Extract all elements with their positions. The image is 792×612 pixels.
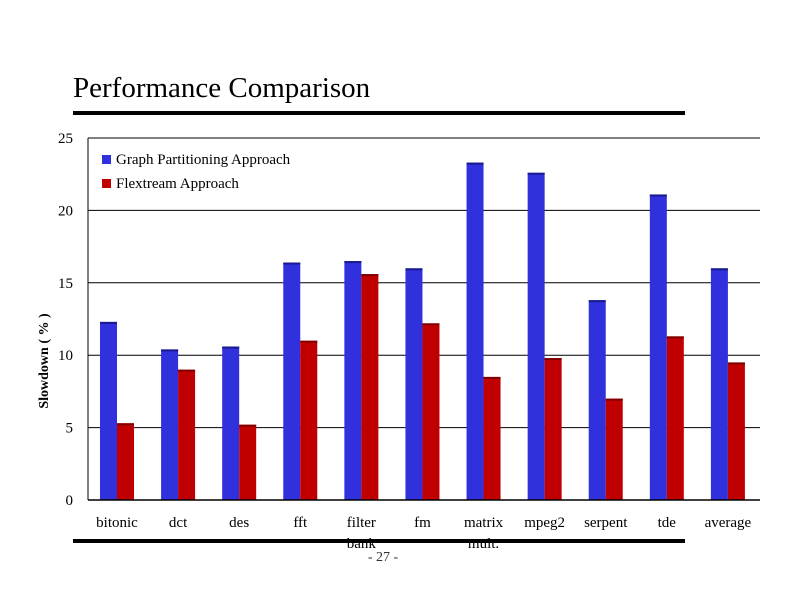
bar [649,194,667,501]
bar [666,336,684,500]
y-tick-label: 15 [58,276,73,292]
labels: 0 5 10 15 20 25 Slowdown ( % ) bitonic dct des fft… [37,131,752,552]
bar-top-edge [117,423,134,426]
y-tick-label: 10 [58,348,73,364]
y-tick-label: 5 [66,421,74,437]
bar-top-edge [483,376,501,379]
x-tick-label: dct [169,515,188,531]
x-tick-label: tde [658,515,677,531]
bar [466,162,484,500]
y-axis-title: Slowdown ( % ) [37,313,52,409]
x-tick-label: bitonic [96,515,138,531]
x-tick-label: fft [293,515,308,531]
legend: Graph Partitioning Approach Flextream App… [102,152,291,192]
bar [710,268,728,500]
bar [361,274,379,500]
bar [727,362,745,500]
bar [161,349,179,500]
bar [117,423,134,500]
x-tick-label: des [229,515,249,531]
bar [605,398,623,500]
page-number: - 27 - [367,550,399,565]
y-tick-label: 20 [58,203,73,219]
bar-top-edge [666,336,684,339]
legend-label: Graph Partitioning Approach [116,152,291,168]
bar [544,358,562,500]
bar [100,321,117,500]
bar-top-edge [649,194,667,197]
y-tick-label: 25 [58,131,73,147]
bar [283,262,301,500]
axes [87,138,760,501]
bar-top-edge [527,172,545,175]
bars [100,162,745,501]
bar-top-edge [544,358,562,361]
bar-top-edge [344,261,362,264]
bar [222,346,240,500]
title-rule [73,111,685,115]
bar [178,369,196,500]
bar [344,261,362,500]
bar-top-edge [239,424,257,427]
slide-title: Performance Comparison [73,72,371,104]
bar-top-edge [727,362,745,365]
bar [405,268,423,500]
bar-top-edge [405,268,423,271]
legend-swatch [102,155,111,164]
bar-top-edge [710,268,728,271]
x-tick-label: mpeg2 [524,515,565,531]
bar-top-edge [605,398,623,401]
bar-top-edge [100,321,117,324]
x-tick-label: average [705,515,752,531]
x-tick-label: serpent [584,515,628,531]
x-tick-label: fm [414,515,431,531]
bar-top-edge [178,369,196,372]
bar-top-edge [222,346,240,349]
bar [422,323,440,500]
x-tick-label: matrix [464,515,504,531]
bar-top-edge [466,162,484,165]
bar [239,424,257,500]
bar [588,300,606,500]
legend-label: Flextream Approach [116,176,239,192]
bar [300,340,318,500]
bar [527,172,545,500]
bar [483,376,501,500]
bar-top-edge [161,349,179,352]
x-tick-label: filter [347,515,376,531]
bar-top-edge [283,262,301,265]
footer-rule [73,539,685,543]
bar-top-edge [588,300,606,303]
bar-top-edge [300,340,318,343]
bar-top-edge [422,323,440,326]
y-tick-label: 0 [66,493,74,509]
bar-top-edge [361,274,379,277]
legend-swatch [102,179,111,188]
